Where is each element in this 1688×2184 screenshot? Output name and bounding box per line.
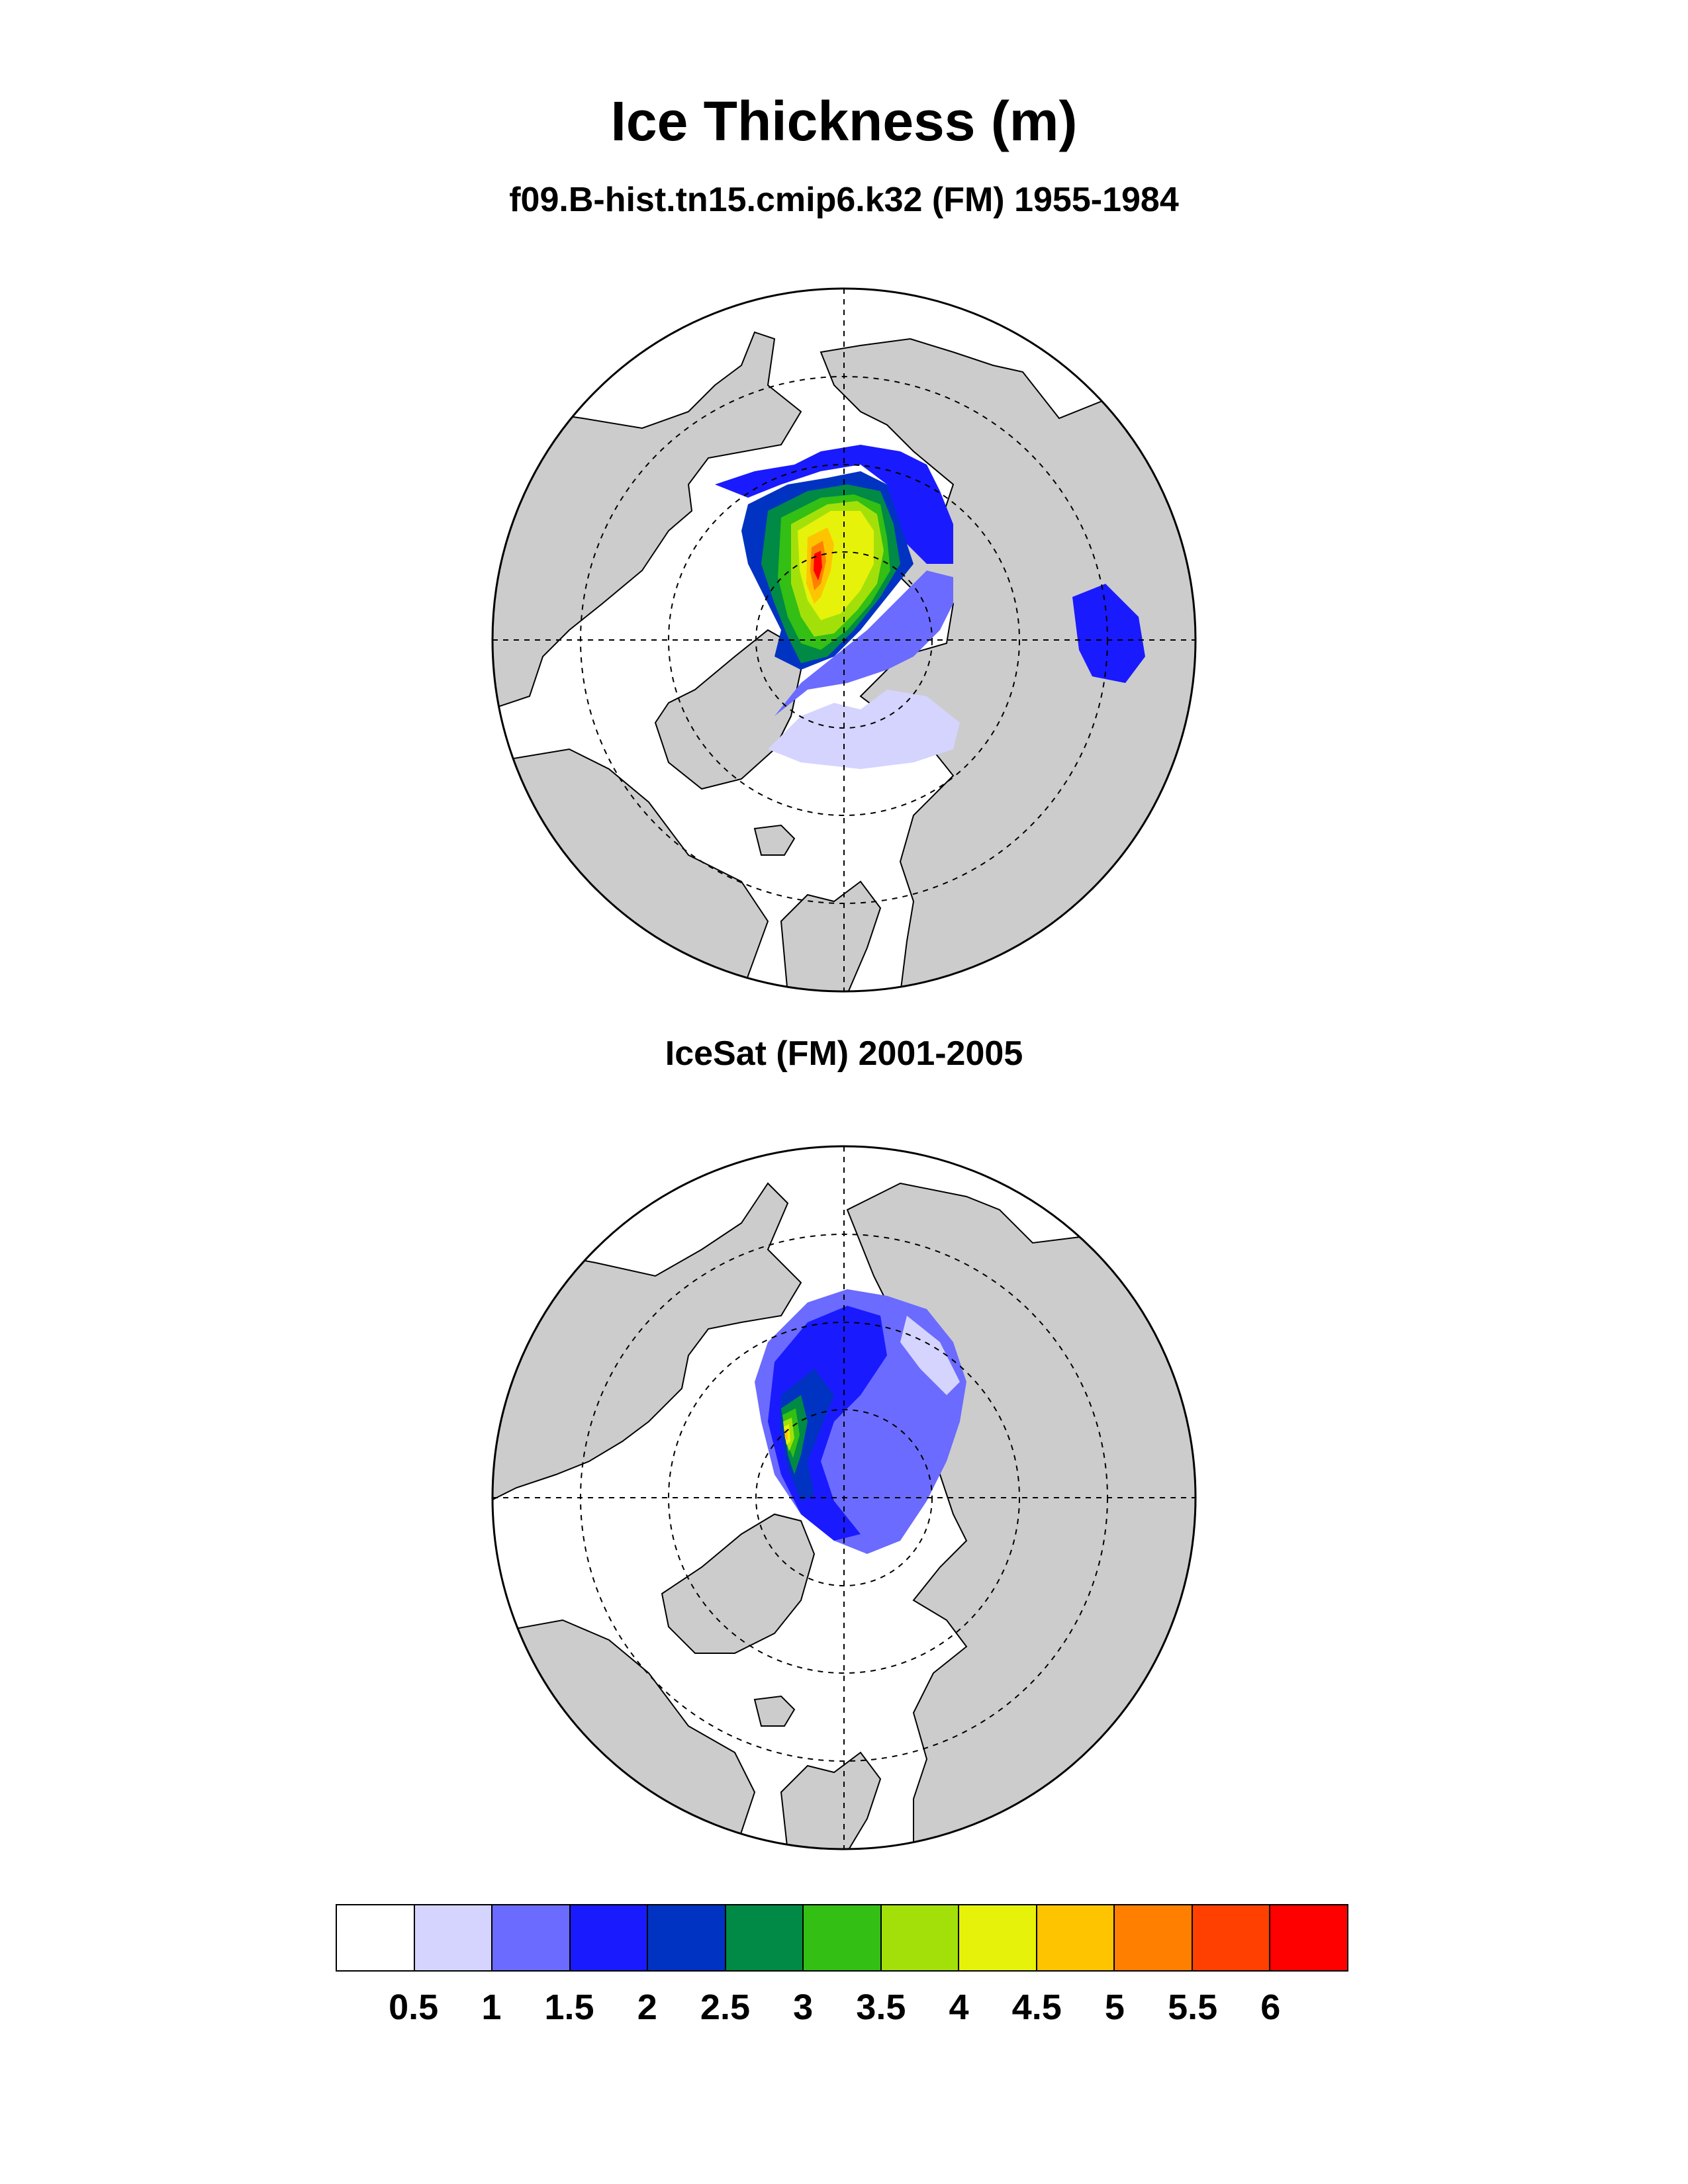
colorbar-swatch [724,1904,804,1972]
colorbar-swatch [1035,1904,1115,1972]
colorbar-swatch [958,1904,1037,1972]
colorbar-tick-label: 5 [1104,1987,1125,2027]
ice-right-lobe [1072,584,1145,683]
graticule [492,1146,1196,1849]
panel-1-polar-map [491,287,1197,993]
colorbar-tick-label: 2.5 [700,1987,750,2027]
ice-thin-margin [768,690,960,769]
graticule [492,289,1196,991]
colorbar-labels: 0.5 1 1.5 2 2.5 3 3.5 4 4.5 5 5.5 6 [336,1987,1348,2033]
ice-thickness-2 [715,445,953,564]
ice-thickness-6 [814,551,822,580]
colorbar-tick-label: 6 [1260,1987,1281,2027]
ice-thickness-1-5 [774,570,953,716]
colorbar-swatch [569,1904,649,1972]
colorbar-swatch [491,1904,571,1972]
colorbar-swatch [880,1904,960,1972]
land-scandinavia [780,880,882,991]
colorbar-tick-label: 4.5 [1011,1987,1062,2027]
panel-2-polar-map [491,1145,1197,1850]
land-iceland [753,1695,796,1727]
colorbar-swatch [413,1904,493,1972]
colorbar-swatch [647,1904,726,1972]
colorbar-tick-label: 5.5 [1168,1987,1218,2027]
land-iceland [753,824,796,856]
panel-1-subtitle: f09.B-hist.tn15.cmip6.k32 (FM) 1955-1984 [509,181,1179,219]
colorbar-tick-label: 3.5 [856,1987,906,2027]
colorbar-swatch [1269,1904,1348,1972]
colorbar-swatch [336,1904,415,1972]
panel-2-subtitle: IceSat (FM) 2001-2005 [665,1034,1023,1073]
colorbar-tick-label: 4 [949,1987,969,2027]
land-greenland [661,1513,816,1654]
colorbar-tick-label: 3 [793,1987,814,2027]
figure-title: Ice Thickness (m) [610,90,1078,152]
colorbar-tick-label: 0.5 [389,1987,439,2027]
colorbar-tick-label: 2 [637,1987,657,2027]
colorbar-swatch [802,1904,882,1972]
land-scandinavia [780,1751,882,1849]
land-north-america [492,331,802,711]
colorbar-swatch [1191,1904,1271,1972]
colorbar-tick-label: 1.5 [544,1987,594,2027]
colorbar [336,1904,1348,1972]
ice-top-right-patch [1079,345,1152,392]
colorbar-swatch [1113,1904,1193,1972]
ice-thickness-1 [900,1316,960,1395]
colorbar-tick-label: 1 [481,1987,502,2027]
